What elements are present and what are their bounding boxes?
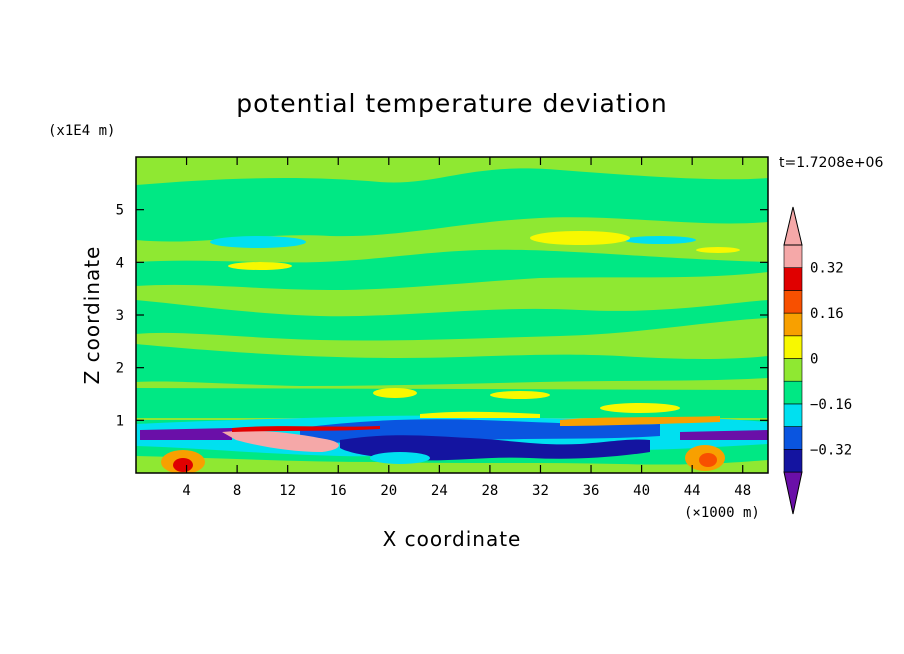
layer-purple-right [680, 430, 768, 440]
colorbar: 0.32 0.16 0 −0.16 −0.32 [783, 206, 852, 515]
x-tick-label: 4 [182, 483, 190, 499]
colorbar-upper-extend [783, 206, 803, 246]
patch-yellow-upper [530, 231, 630, 245]
bottom-cool-mid [370, 452, 430, 464]
patch-cyan-upper [210, 236, 306, 248]
x-tick-label: 28 [481, 483, 498, 499]
layer-red-streak [232, 426, 380, 432]
y-unit-label: (x1E4 m) [48, 123, 115, 139]
x-tick-label: 12 [279, 483, 296, 499]
y-tick-label: 5 [116, 203, 124, 219]
colorbar-bin [783, 290, 803, 314]
chart-title: potential temperature deviation [236, 89, 667, 118]
bottom-hot-right-core [699, 453, 717, 467]
layer-yellow-streak [420, 411, 540, 418]
y-tick-label: 4 [116, 255, 124, 271]
x-tick-label: 36 [583, 483, 600, 499]
colorbar-tick-label: 0.32 [810, 261, 844, 277]
band-mid-2 [136, 344, 768, 386]
patch-yellow-mid [228, 262, 292, 270]
band-upper-2 [136, 249, 768, 290]
colorbar-bin [783, 380, 803, 405]
patch-cyan-right [624, 236, 696, 244]
patch-yellow-low2 [490, 391, 550, 399]
x-tick-label: 40 [633, 483, 650, 499]
layer-pink-tongue [222, 430, 339, 452]
x-tick-label: 16 [330, 483, 347, 499]
x-axis-label: X coordinate [383, 527, 522, 551]
x-unit-label: (×1000 m) [684, 505, 760, 521]
band-upper-1 [136, 168, 768, 242]
colorbar-bin [783, 244, 803, 269]
y-axis-ticks: 1 2 3 4 5 [116, 203, 768, 429]
x-tick-label: 8 [233, 483, 241, 499]
layer-green-bottom [136, 456, 768, 473]
colorbar-bin [783, 358, 803, 382]
x-tick-label: 24 [431, 483, 448, 499]
patch-yellow-right [696, 247, 740, 253]
patch-yellow-low1 [373, 388, 417, 398]
plot-area [136, 157, 768, 473]
colorbar-bin [783, 403, 803, 427]
colorbar-tick-label: 0.16 [810, 306, 844, 322]
colorbar-tick-label: −0.32 [810, 442, 852, 458]
colorbar-bin [783, 267, 803, 291]
colorbar-bin [783, 448, 803, 473]
colorbar-bin [783, 426, 803, 450]
x-tick-label: 48 [734, 483, 751, 499]
time-label: t=1.7208e+06 [779, 155, 883, 171]
x-tick-label: 20 [380, 483, 397, 499]
patch-yellow-low3 [600, 403, 680, 413]
y-tick-label: 3 [116, 308, 124, 324]
layer-orange-streak [560, 416, 720, 426]
colorbar-bin [783, 335, 803, 359]
colorbar-lower-extend [783, 471, 803, 515]
x-axis-ticks: 4 8 12 16 20 24 28 32 36 40 44 48 [182, 157, 751, 499]
x-tick-label: 32 [532, 483, 549, 499]
band-mid-1 [136, 300, 768, 341]
layer-purple-left [140, 428, 232, 440]
y-axis-label: Z coordinate [80, 246, 104, 385]
colorbar-bin [783, 312, 803, 337]
colorbar-tick-label: −0.16 [810, 397, 852, 413]
y-tick-label: 1 [116, 413, 124, 429]
bottom-hot-left-core [173, 458, 193, 472]
y-tick-label: 2 [116, 361, 124, 377]
x-tick-label: 44 [684, 483, 701, 499]
colorbar-tick-label: 0 [810, 352, 818, 368]
